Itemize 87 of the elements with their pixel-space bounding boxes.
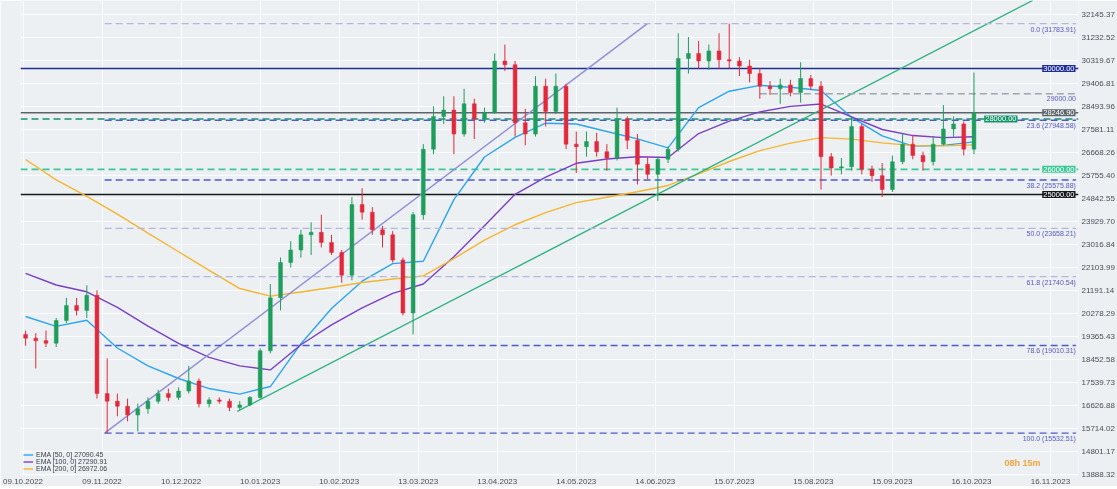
- candlestick: [339, 249, 344, 284]
- y-tick-label: 17539.73: [1081, 378, 1116, 388]
- candlestick: [900, 133, 905, 165]
- x-tick-label: 13.03.2023: [398, 476, 439, 486]
- candlestick: [747, 59, 752, 83]
- candlestick: [655, 156, 661, 202]
- candlestick: [33, 332, 38, 369]
- candlestick: [288, 240, 293, 269]
- candlestick: [686, 36, 691, 75]
- x-tick-label: 10.12.2022: [161, 476, 202, 486]
- y-tick-label: 32145.37: [1081, 9, 1116, 19]
- candlestick: [472, 98, 477, 140]
- candlestick: [64, 297, 69, 324]
- candlestick: [319, 214, 324, 248]
- candlestick: [696, 40, 701, 70]
- candlestick: [84, 284, 89, 319]
- candlestick: [329, 234, 334, 256]
- candlestick: [604, 143, 610, 172]
- candlestick: [574, 131, 579, 174]
- candlestick: [757, 68, 762, 100]
- candlestick: [645, 156, 650, 180]
- y-tick-label: 21191.14: [1081, 286, 1115, 296]
- candlestick: [451, 95, 457, 155]
- y-tick-label: 25755.40: [1081, 171, 1116, 180]
- y-tick-label: 19365.43: [1081, 332, 1116, 342]
- candlestick: [635, 133, 640, 185]
- candlestick: [829, 152, 834, 177]
- x-tick-label: 14.05.2023: [556, 476, 597, 486]
- candlestick: [880, 162, 885, 198]
- candlestick: [359, 187, 365, 221]
- candlestick: [706, 44, 711, 71]
- x-tick-label: 15.09.2023: [872, 476, 913, 486]
- candlestick: [778, 78, 783, 105]
- x-tick-label: 16.11.2023: [1030, 476, 1071, 486]
- candlestick: [125, 398, 130, 422]
- y-tick-label: 23929.70: [1081, 217, 1116, 226]
- x-tick-label: 15.08.2023: [793, 476, 834, 486]
- candlestick: [502, 44, 508, 72]
- candlestick: [43, 330, 49, 348]
- y-tick-label: 20278.29: [1081, 309, 1116, 319]
- annotation: 08h 15m: [1004, 457, 1041, 468]
- candlestick: [584, 131, 589, 158]
- candlestick: [308, 221, 314, 256]
- y-tick-label: 18452.58: [1081, 355, 1116, 365]
- candlestick: [869, 165, 875, 183]
- candlestick: [135, 403, 140, 432]
- candlestick: [716, 32, 722, 70]
- candlestick: [115, 393, 120, 417]
- candlestick: [196, 377, 202, 408]
- candlestick: [186, 365, 191, 395]
- candlestick: [931, 136, 936, 167]
- y-tick-label: 13888.32: [1081, 470, 1116, 480]
- y-tick-label: 26668.26: [1081, 147, 1116, 157]
- x-tick-label: 09.11.2022: [82, 476, 123, 486]
- candlestick: [145, 396, 151, 415]
- candlestick: [594, 132, 599, 158]
- x-tick-label: 14.06.2023: [635, 476, 676, 486]
- y-tick-label: 29406.81: [1081, 78, 1116, 88]
- y-tick-label: 16626.88: [1081, 401, 1116, 411]
- candlestick: [105, 357, 110, 434]
- x-tick-label: 10.02.2023: [319, 476, 360, 486]
- candlestick: [737, 56, 742, 77]
- x-tick-label: 10.01.2023: [240, 476, 281, 486]
- candlestick: [910, 134, 915, 160]
- y-tick-label: 30319.67: [1081, 55, 1116, 65]
- candlestick: [370, 206, 375, 236]
- y-tick-label: 14801.17: [1081, 447, 1116, 457]
- candlestick: [727, 23, 732, 70]
- candlestick: [920, 151, 926, 172]
- y-tick-label: 24842.55: [1081, 194, 1116, 203]
- candlestick: [298, 229, 304, 259]
- x-tick-label: 15.07.2023: [714, 476, 755, 486]
- candlestick: [380, 225, 385, 248]
- x-tick-label: 16.10.2023: [951, 476, 992, 486]
- y-tick-label: 27581.11: [1081, 124, 1115, 134]
- y-tick-label: 22103.99: [1081, 263, 1116, 273]
- y-tick-label: 15714.02: [1081, 424, 1116, 434]
- x-tick-label: 09.10.2022: [3, 476, 44, 486]
- candlestick: [798, 61, 803, 104]
- candlestick: [523, 108, 528, 146]
- candlestick: [54, 317, 59, 348]
- candlestick: [767, 80, 773, 96]
- y-tick-label: 31232.52: [1081, 32, 1116, 42]
- y-tick-label: 23016.84: [1081, 240, 1116, 250]
- candlestick: [625, 115, 630, 150]
- y-tick-label: 28493.96: [1081, 101, 1116, 111]
- x-tick-label: 13.04.2023: [477, 476, 518, 486]
